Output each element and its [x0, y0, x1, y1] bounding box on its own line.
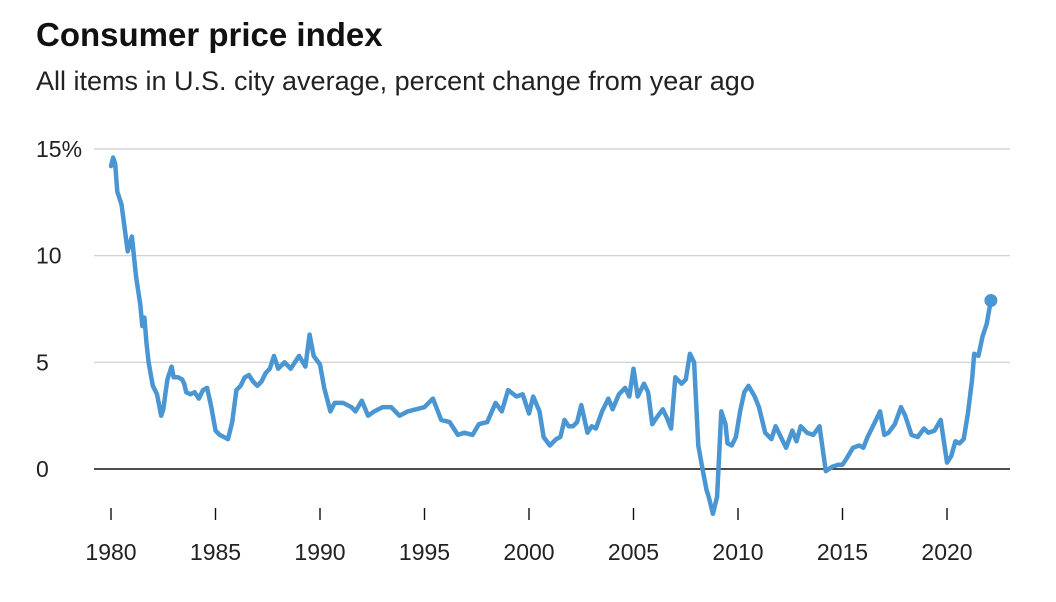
x-tick-label: 1990 [294, 539, 345, 565]
x-tick-label: 2005 [608, 539, 659, 565]
x-tick-label: 2015 [817, 539, 868, 565]
cpi-series-line [108, 155, 994, 517]
y-tick-label: 10 [36, 243, 62, 269]
x-tick-label: 2020 [921, 539, 972, 565]
x-tick-label: 1995 [399, 539, 450, 565]
y-axis-ticks: 15% 10 5 0 [36, 136, 82, 482]
x-tick-label: 2010 [712, 539, 763, 565]
x-tick-label: 1985 [190, 539, 241, 565]
latest-value-marker [984, 293, 998, 307]
y-tick-label: 5 [36, 349, 49, 375]
x-tick-label: 2000 [503, 539, 554, 565]
gridlines [94, 148, 1010, 470]
y-tick-label: 0 [36, 456, 49, 482]
series-layer [108, 155, 998, 517]
x-tick-label: 1980 [85, 539, 136, 565]
x-axis: 1980 1985 1990 1995 2000 2005 2010 2015 2020 [85, 508, 973, 565]
chart-subtitle: All items in U.S. city average, percent … [36, 66, 755, 96]
y-tick-label: 15% [36, 136, 82, 162]
chart-title: Consumer price index [36, 16, 383, 53]
